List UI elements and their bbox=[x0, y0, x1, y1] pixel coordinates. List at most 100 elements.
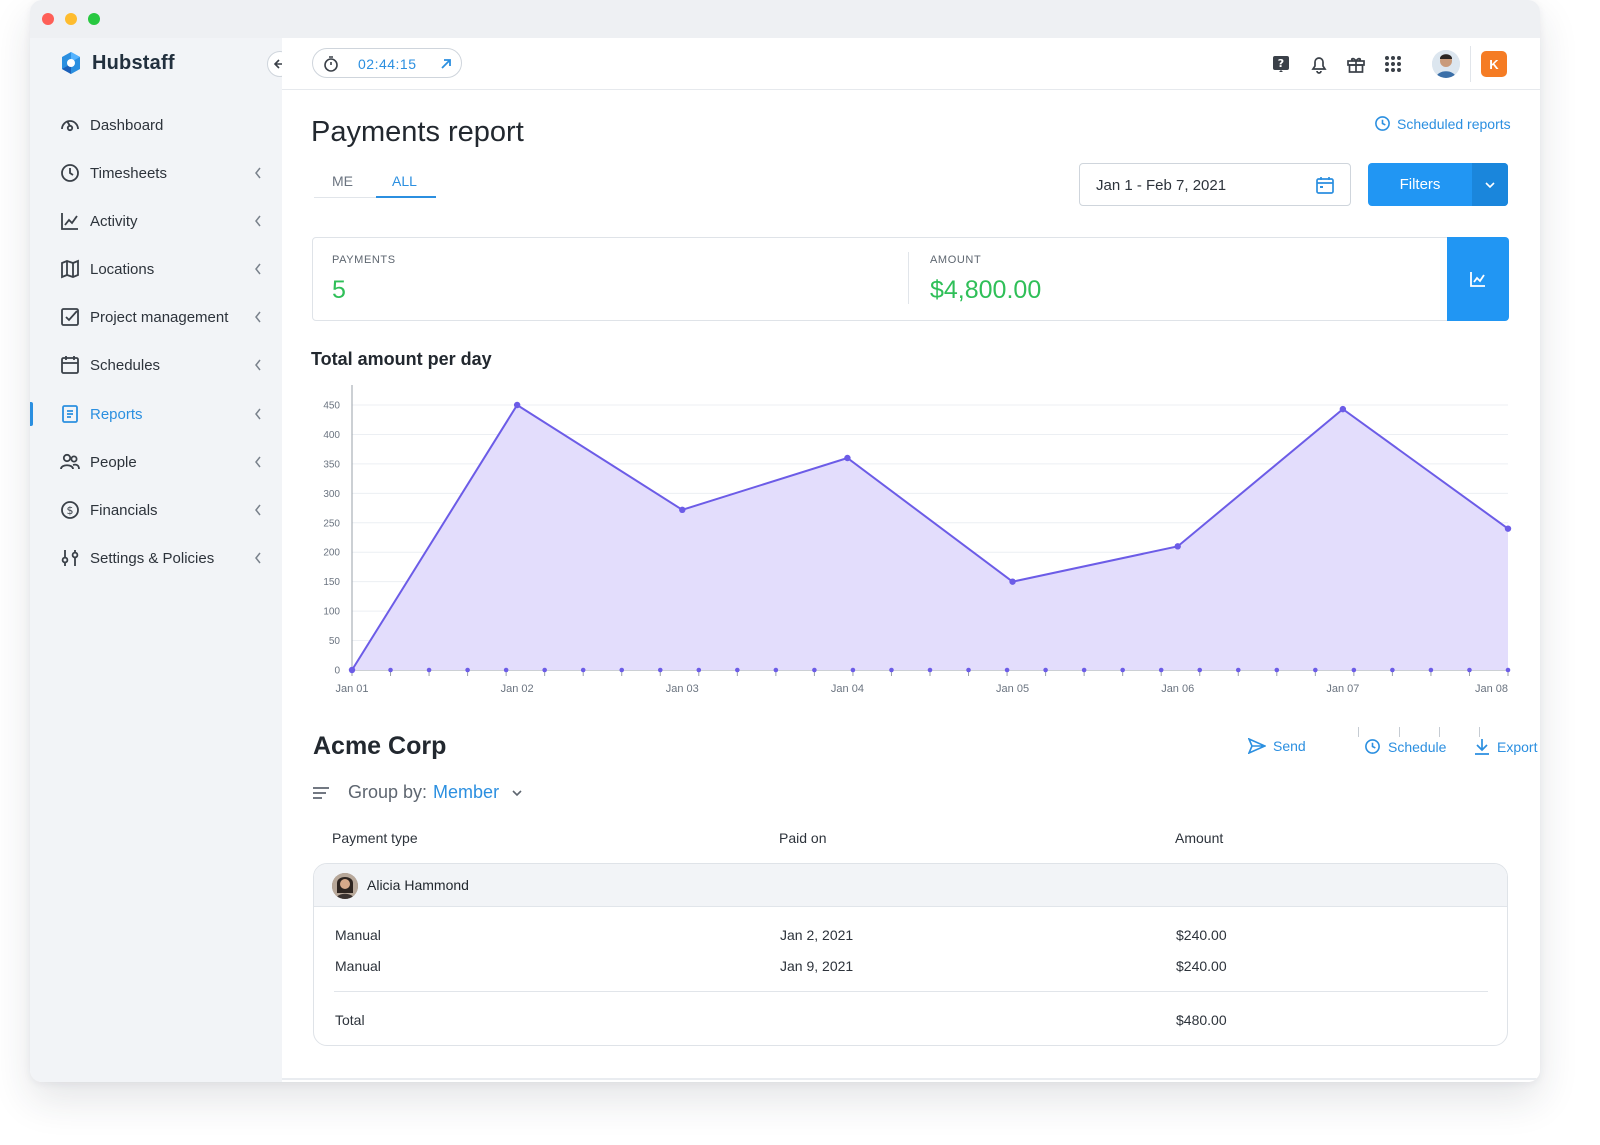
baseline-point bbox=[1505, 667, 1511, 673]
sidebar-item-schedules[interactable]: Schedules bbox=[30, 345, 282, 385]
chevron-left-icon bbox=[255, 215, 261, 227]
page-title: Payments report bbox=[311, 116, 524, 148]
sidebar-item-label: Activity bbox=[90, 212, 138, 230]
table-cell-paid-on: Jan 9, 2021 bbox=[780, 958, 854, 974]
baseline-point bbox=[1467, 667, 1472, 673]
baseline-point bbox=[1351, 667, 1357, 673]
user-avatar[interactable] bbox=[1432, 50, 1460, 78]
sidebar-item-label: Timesheets bbox=[90, 164, 167, 182]
baseline-point bbox=[1274, 667, 1280, 673]
active-indicator bbox=[30, 402, 33, 426]
tab-bar: ME ALL bbox=[314, 170, 436, 198]
chevron-left-icon bbox=[255, 456, 261, 468]
y-tick-label: 400 bbox=[323, 430, 340, 441]
send-label: Send bbox=[1273, 738, 1306, 754]
sidebar: Hubstaff Dashboard Timesheets Activity L… bbox=[30, 38, 282, 1082]
baseline-point bbox=[388, 667, 393, 673]
apps-grid-icon[interactable] bbox=[1382, 53, 1404, 75]
data-point bbox=[844, 454, 851, 462]
arrow-up-right-icon[interactable] bbox=[439, 57, 453, 71]
app-logo[interactable]: Hubstaff bbox=[58, 50, 175, 76]
baseline-point bbox=[465, 667, 470, 673]
sidebar-item-label: Financials bbox=[90, 501, 158, 519]
clock-icon bbox=[1375, 116, 1390, 131]
calendar-icon bbox=[61, 356, 79, 374]
help-icon[interactable]: ? bbox=[1270, 53, 1292, 75]
amount-value: $4,800.00 bbox=[930, 276, 1042, 304]
y-tick-label: 50 bbox=[329, 636, 341, 647]
sidebar-item-timesheets[interactable]: Timesheets bbox=[30, 153, 282, 193]
chevron-left-icon bbox=[255, 167, 261, 179]
payments-label: PAYMENTS bbox=[332, 254, 396, 266]
group-by-selector[interactable]: Group by: Member bbox=[312, 782, 523, 803]
scheduled-reports-label: Scheduled reports bbox=[1397, 115, 1511, 132]
minimize-window-button[interactable] bbox=[65, 13, 77, 25]
sidebar-item-dashboard[interactable]: Dashboard bbox=[30, 105, 282, 145]
table-cell-amount: $240.00 bbox=[1176, 927, 1227, 943]
sidebar-item-label: Reports bbox=[90, 405, 143, 423]
close-window-button[interactable] bbox=[42, 13, 54, 25]
divider bbox=[1479, 727, 1480, 737]
sidebar-item-settings-policies[interactable]: Settings & Policies bbox=[30, 538, 282, 578]
chart-title: Total amount per day bbox=[311, 349, 492, 369]
export-button[interactable]: Export bbox=[1474, 738, 1537, 756]
x-tick-label: Jan 06 bbox=[1161, 683, 1194, 695]
divider bbox=[1399, 727, 1400, 737]
chevron-down-icon bbox=[512, 789, 522, 796]
y-tick-label: 100 bbox=[323, 607, 340, 618]
baseline-point bbox=[1235, 667, 1241, 673]
data-point bbox=[679, 506, 686, 514]
filters-dropdown-button[interactable] bbox=[1472, 163, 1508, 206]
sidebar-item-label: Dashboard bbox=[90, 116, 164, 134]
baseline-point bbox=[1390, 667, 1395, 673]
date-range-picker[interactable]: Jan 1 - Feb 7, 2021 bbox=[1079, 163, 1351, 206]
total-amount: $480.00 bbox=[1176, 1012, 1227, 1028]
member-avatar-image bbox=[332, 873, 358, 899]
organization-badge[interactable]: K bbox=[1481, 51, 1507, 77]
x-tick-label: Jan 08 bbox=[1475, 683, 1508, 695]
data-point bbox=[348, 666, 356, 674]
sidebar-item-locations[interactable]: Locations bbox=[30, 249, 282, 289]
y-tick-label: 300 bbox=[323, 489, 340, 500]
sidebar-item-label: Locations bbox=[90, 260, 155, 278]
filters-button[interactable]: Filters bbox=[1368, 163, 1508, 206]
x-tick-label: Jan 01 bbox=[335, 683, 368, 695]
column-header-payment-type[interactable]: Payment type bbox=[332, 830, 418, 846]
scheduled-reports-link[interactable]: Scheduled reports bbox=[1374, 115, 1511, 132]
sidebar-item-financials[interactable]: $ Financials bbox=[30, 490, 282, 530]
baseline-point bbox=[1428, 667, 1434, 673]
timer-widget[interactable]: 02:44:15 bbox=[312, 48, 462, 78]
data-point bbox=[1339, 405, 1347, 413]
send-button[interactable]: Send bbox=[1248, 738, 1306, 754]
divider bbox=[1470, 46, 1471, 82]
gift-icon[interactable] bbox=[1345, 53, 1367, 75]
x-tick-label: Jan 04 bbox=[831, 683, 864, 695]
group-by-label: Group by: bbox=[348, 782, 428, 802]
chevron-left-icon bbox=[255, 359, 261, 371]
baseline-point bbox=[1197, 667, 1203, 673]
sidebar-item-activity[interactable]: Activity bbox=[30, 201, 282, 241]
maximize-window-button[interactable] bbox=[88, 13, 100, 25]
sidebar-item-people[interactable]: People bbox=[30, 442, 282, 482]
data-point bbox=[1504, 525, 1512, 532]
column-header-paid-on[interactable]: Paid on bbox=[779, 830, 827, 846]
sort-lines-icon bbox=[313, 786, 329, 799]
schedule-button[interactable]: Schedule bbox=[1364, 738, 1446, 755]
baseline-point bbox=[850, 667, 856, 673]
tab-all[interactable]: ALL bbox=[392, 173, 417, 189]
organization-title: Acme Corp bbox=[313, 732, 447, 760]
top-bar: 02:44:15 ? K bbox=[282, 38, 1540, 90]
baseline-point bbox=[580, 667, 586, 673]
download-icon bbox=[1475, 739, 1489, 755]
column-header-amount[interactable]: Amount bbox=[1175, 830, 1224, 846]
divider bbox=[1358, 727, 1359, 737]
sidebar-item-label: People bbox=[90, 453, 137, 471]
sidebar-item-reports[interactable]: Reports bbox=[30, 394, 282, 434]
send-icon bbox=[1248, 738, 1266, 754]
baseline-point bbox=[735, 667, 740, 673]
chevron-left-icon bbox=[255, 552, 261, 564]
tab-me[interactable]: ME bbox=[332, 173, 353, 189]
bell-icon[interactable] bbox=[1308, 53, 1330, 75]
sidebar-item-project-management[interactable]: Project management bbox=[30, 297, 282, 337]
chart-toggle-button[interactable] bbox=[1447, 237, 1509, 321]
